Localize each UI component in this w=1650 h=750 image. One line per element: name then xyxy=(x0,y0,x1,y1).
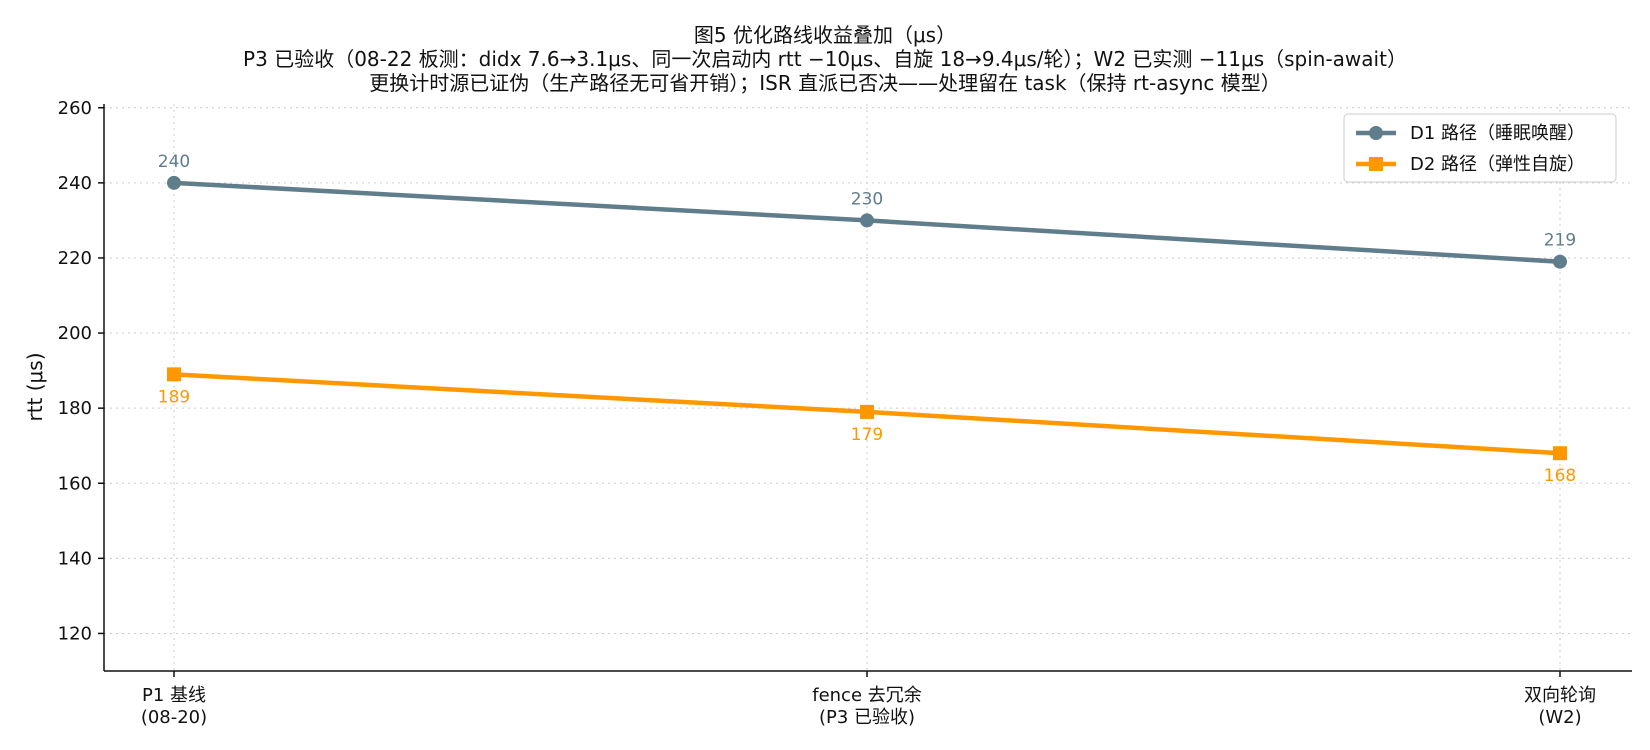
legend-box xyxy=(1343,113,1617,183)
data-labels: 240 230 219 189 179 168 xyxy=(158,152,1576,486)
axes: 120 140 160 180 200 220 240 260 P1 基线(08-20) fenc… xyxy=(58,98,1632,728)
data-label: 219 xyxy=(1544,231,1576,251)
x-tick-label: P1 基线 xyxy=(142,685,206,706)
x-tick-label: (08-20) xyxy=(141,707,207,728)
y-tick-label: 140 xyxy=(58,548,92,569)
data-label: 240 xyxy=(158,152,190,172)
x-tick-label: (W2) xyxy=(1538,707,1581,728)
data-point-circle xyxy=(167,175,181,190)
y-tick-label: 200 xyxy=(58,323,92,344)
chart-title: 图5 优化路线收益叠加（μs） P3 已验收（08-22 板测：didx 7.6… xyxy=(243,23,1407,95)
legend-marker-square xyxy=(1369,157,1383,171)
data-label: 230 xyxy=(851,189,883,209)
data-point-circle xyxy=(1553,254,1567,269)
data-point-square xyxy=(167,367,181,382)
legend-marker-circle xyxy=(1369,126,1383,140)
data-label: 189 xyxy=(158,387,190,407)
y-axis-label: rtt (μs) xyxy=(23,352,47,421)
y-tick-label: 260 xyxy=(58,98,92,119)
data-point-square xyxy=(1553,446,1567,461)
data-label: 179 xyxy=(851,425,883,445)
legend-label: D1 路径（睡眠唤醒） xyxy=(1410,123,1585,144)
y-tick-label: 120 xyxy=(58,623,92,644)
data-point-square xyxy=(860,404,874,419)
y-tick-label: 180 xyxy=(58,398,92,419)
legend: D1 路径（睡眠唤醒） D2 路径（弹性自旋） xyxy=(1343,113,1617,183)
y-tick-label: 160 xyxy=(58,473,92,494)
x-tick-label: (P3 已验收) xyxy=(819,707,915,728)
y-tick-label: 220 xyxy=(58,248,92,269)
legend-label: D2 路径（弹性自旋） xyxy=(1410,154,1585,175)
x-tick-label: 双向轮询 xyxy=(1524,685,1596,706)
data-point-circle xyxy=(860,213,874,228)
x-tick-label: fence 去冗余 xyxy=(812,685,922,706)
chart-title-line-1: 图5 优化路线收益叠加（μs） xyxy=(694,23,956,47)
chart-title-line-2: P3 已验收（08-22 板测：didx 7.6→3.1μs、同一次启动内 rt… xyxy=(243,47,1407,71)
chart-title-line-3: 更换计时源已证伪（生产路径无可省开销）；ISR 直派已否决——处理留在 task… xyxy=(369,71,1280,95)
data-label: 168 xyxy=(1544,466,1576,486)
y-tick-label: 240 xyxy=(58,173,92,194)
series-layer xyxy=(167,175,1567,461)
